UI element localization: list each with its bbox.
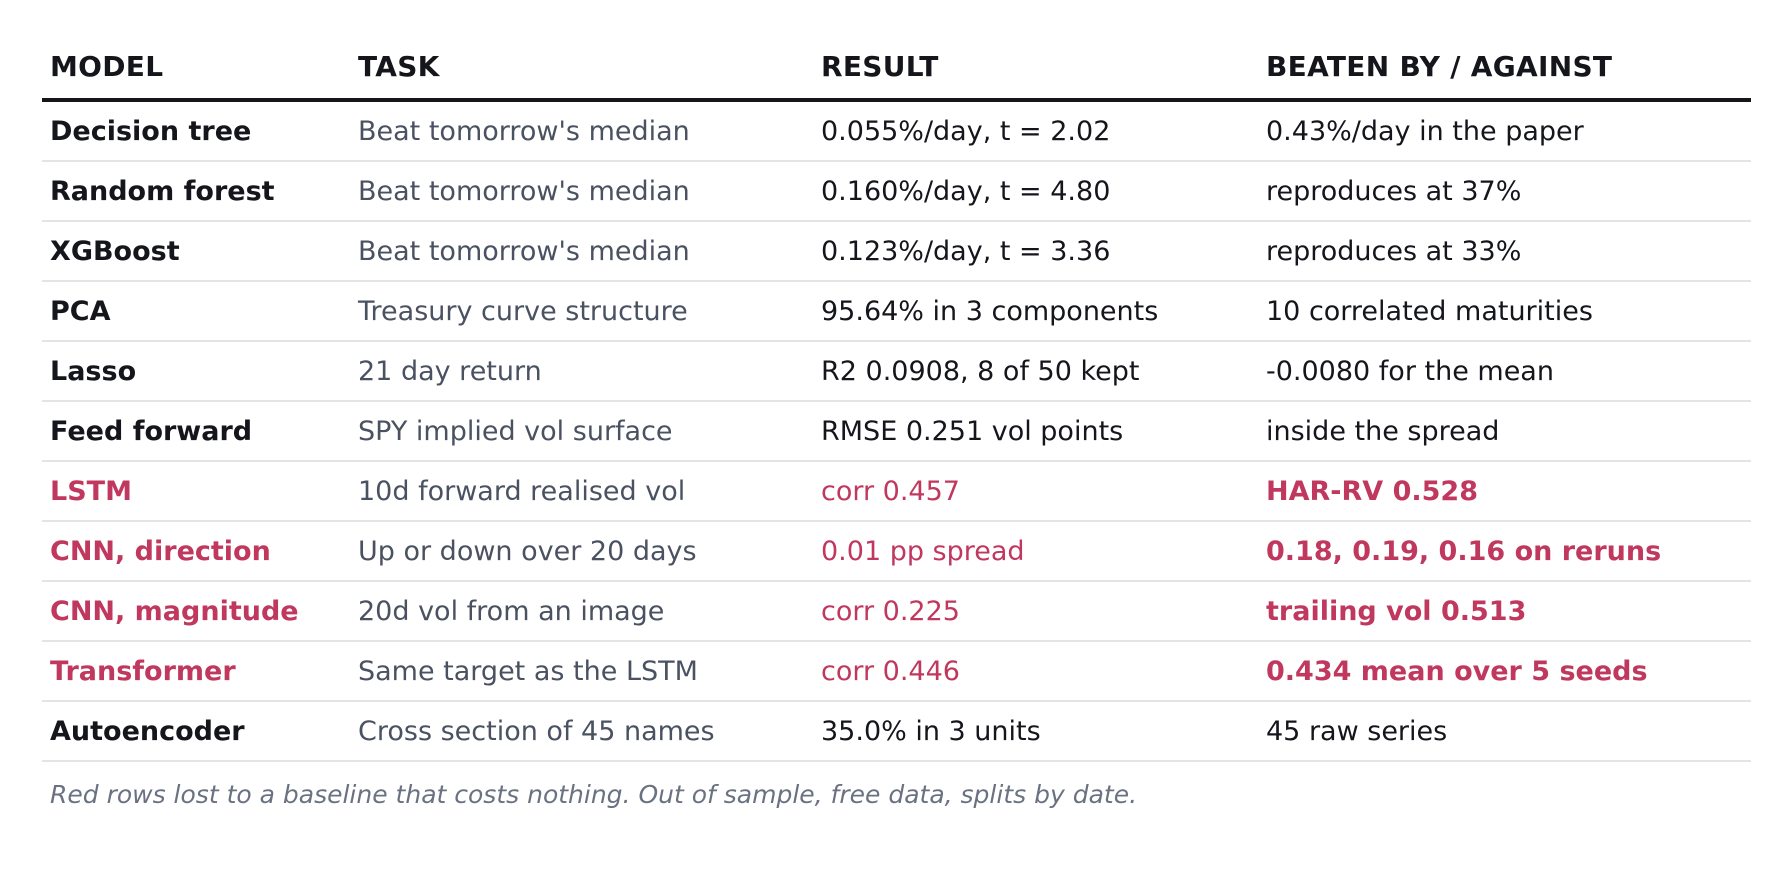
cell-task: Beat tomorrow's median	[350, 161, 813, 222]
table-row: LSTM 10d forward realised vol corr 0.457 HA…	[42, 461, 1751, 522]
cell-task: SPY implied vol surface	[350, 401, 813, 462]
cell-result: 0.01 pp spread	[813, 521, 1258, 582]
cell-beaten-by: reproduces at 33%	[1258, 221, 1751, 282]
cell-model: CNN, direction	[42, 521, 350, 582]
table-header: MODEL TASK RESULT BEATEN BY / AGAINST	[42, 34, 1751, 102]
header-model: MODEL	[42, 34, 350, 102]
cell-beaten-by: reproduces at 37%	[1258, 161, 1751, 222]
cell-beaten-by: 0.18, 0.19, 0.16 on reruns	[1258, 521, 1751, 582]
cell-beaten-by: inside the spread	[1258, 401, 1751, 462]
cell-beaten-by: HAR-RV 0.528	[1258, 461, 1751, 522]
cell-result: corr 0.225	[813, 581, 1258, 642]
table-row: Decision tree Beat tomorrow's median 0.055…	[42, 100, 1751, 162]
cell-task: Cross section of 45 names	[350, 701, 813, 762]
cell-result: 35.0% in 3 units	[813, 701, 1258, 762]
cell-model: Lasso	[42, 341, 350, 402]
cell-task: Up or down over 20 days	[350, 521, 813, 582]
cell-model: Random forest	[42, 161, 350, 222]
cell-beaten-by: trailing vol 0.513	[1258, 581, 1751, 642]
cell-task: Treasury curve structure	[350, 281, 813, 342]
header-result: RESULT	[813, 34, 1258, 102]
cell-model: CNN, magnitude	[42, 581, 350, 642]
table-row: CNN, direction Up or down over 20 days 0.0…	[42, 521, 1751, 582]
table-row: Lasso 21 day return R2 0.0908, 8 of 50 kep…	[42, 341, 1751, 402]
cell-result: R2 0.0908, 8 of 50 kept	[813, 341, 1258, 402]
header-beaten-by: BEATEN BY / AGAINST	[1258, 34, 1751, 102]
table-row: PCA Treasury curve structure 95.64% in 3 c…	[42, 281, 1751, 342]
cell-task: Beat tomorrow's median	[350, 100, 813, 162]
cell-beaten-by: -0.0080 for the mean	[1258, 341, 1751, 402]
cell-task: Beat tomorrow's median	[350, 221, 813, 282]
cell-result: 95.64% in 3 components	[813, 281, 1258, 342]
cell-model: Autoencoder	[42, 701, 350, 762]
cell-task: 21 day return	[350, 341, 813, 402]
table-row: XGBoost Beat tomorrow's median 0.123%/day,…	[42, 221, 1751, 282]
table-row: CNN, magnitude 20d vol from an image corr …	[42, 581, 1751, 642]
results-table: MODEL TASK RESULT BEATEN BY / AGAINST De…	[42, 34, 1751, 762]
table-row: Autoencoder Cross section of 45 names 35.0…	[42, 701, 1751, 762]
cell-beaten-by: 0.43%/day in the paper	[1258, 100, 1751, 162]
header-row: MODEL TASK RESULT BEATEN BY / AGAINST	[42, 34, 1751, 102]
cell-result: 0.123%/day, t = 3.36	[813, 221, 1258, 282]
cell-beaten-by: 10 correlated maturities	[1258, 281, 1751, 342]
cell-task: Same target as the LSTM	[350, 641, 813, 702]
table-row: Random forest Beat tomorrow's median 0.160…	[42, 161, 1751, 222]
cell-result: RMSE 0.251 vol points	[813, 401, 1258, 462]
table-body: Decision tree Beat tomorrow's median 0.055…	[42, 100, 1751, 762]
cell-beaten-by: 0.434 mean over 5 seeds	[1258, 641, 1751, 702]
cell-model: PCA	[42, 281, 350, 342]
cell-result: 0.160%/day, t = 4.80	[813, 161, 1258, 222]
cell-result: corr 0.446	[813, 641, 1258, 702]
cell-result: 0.055%/day, t = 2.02	[813, 100, 1258, 162]
table-row: Feed forward SPY implied vol surface RMSE …	[42, 401, 1751, 462]
table-row: Transformer Same target as the LSTM corr 0…	[42, 641, 1751, 702]
cell-beaten-by: 45 raw series	[1258, 701, 1751, 762]
cell-model: Transformer	[42, 641, 350, 702]
cell-result: corr 0.457	[813, 461, 1258, 522]
footnote: Red rows lost to a baseline that costs n…	[50, 780, 1138, 809]
cell-model: XGBoost	[42, 221, 350, 282]
header-task: TASK	[350, 34, 813, 102]
cell-task: 20d vol from an image	[350, 581, 813, 642]
cell-task: 10d forward realised vol	[350, 461, 813, 522]
cell-model: Feed forward	[42, 401, 350, 462]
results-table-container: MODEL TASK RESULT BEATEN BY / AGAINST De…	[42, 34, 1751, 809]
cell-model: LSTM	[42, 461, 350, 522]
cell-model: Decision tree	[42, 100, 350, 162]
